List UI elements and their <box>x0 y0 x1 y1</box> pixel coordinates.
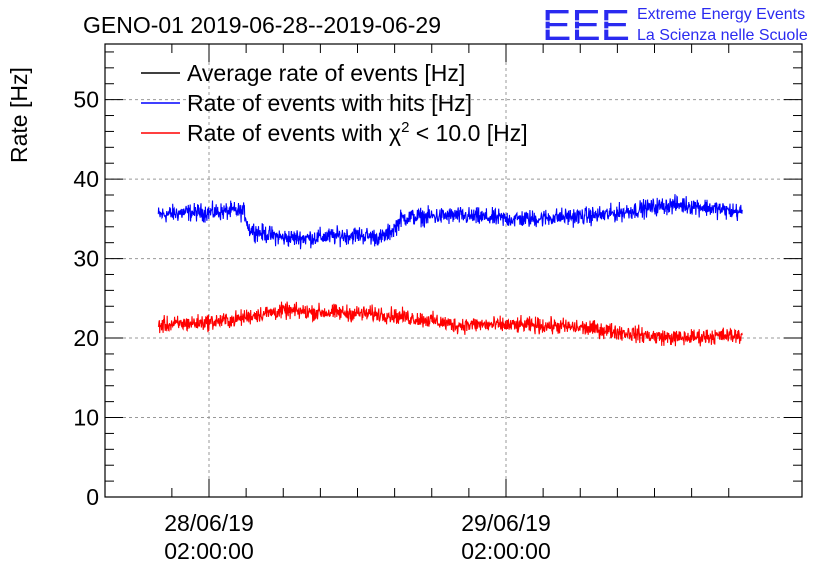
legend-label-rest: < 10.0 [Hz] <box>409 120 527 146</box>
x-tick-label-time: 02:00:00 <box>164 538 254 564</box>
eee-logo-line1: Extreme Energy Events <box>637 6 805 23</box>
plot-frame <box>104 43 803 498</box>
series-line-chi2 <box>157 301 743 347</box>
legend-label-average: Average rate of events [Hz] <box>187 60 465 86</box>
eee-logo-letters: EEE <box>542 1 630 50</box>
y-tick-labels: 0 10 20 30 40 50 <box>73 87 99 510</box>
series-line-hits <box>157 194 743 250</box>
y-tick-label: 20 <box>73 325 99 351</box>
legend: Average rate of events [Hz] Rate of event… <box>141 60 528 146</box>
y-tick-label: 30 <box>73 246 99 272</box>
legend-label-text: Average rate of events [Hz] <box>187 60 465 86</box>
legend-label-text: Rate of events with hits [Hz] <box>187 90 472 116</box>
y-axis-label: Rate [Hz] <box>6 67 32 163</box>
x-tick-label-date: 28/06/19 <box>164 510 254 536</box>
chart-title: GENO-01 2019-06-28--2019-06-29 <box>83 12 441 38</box>
y-tick-label: 0 <box>86 484 99 510</box>
y-tick-label: 50 <box>73 87 99 113</box>
legend-label-superscript: 2 <box>401 119 409 136</box>
legend-label-hits: Rate of events with hits [Hz] <box>187 90 472 116</box>
eee-logo: EEE Extreme Energy Events La Scienza nel… <box>542 1 808 50</box>
data-series <box>157 194 743 347</box>
y-tick-label: 10 <box>73 405 99 431</box>
legend-label-text: Rate of events with χ <box>187 120 401 146</box>
grid-lines <box>105 44 802 497</box>
y-tick-label: 40 <box>73 166 99 192</box>
x-tick-label-time: 02:00:00 <box>461 538 551 564</box>
legend-label-chi2: Rate of events with χ2 < 10.0 [Hz] <box>187 119 528 146</box>
axis-ticks <box>105 44 802 498</box>
eee-logo-line2: La Scienza nelle Scuole <box>637 27 808 44</box>
x-tick-label-date: 29/06/19 <box>461 510 551 536</box>
